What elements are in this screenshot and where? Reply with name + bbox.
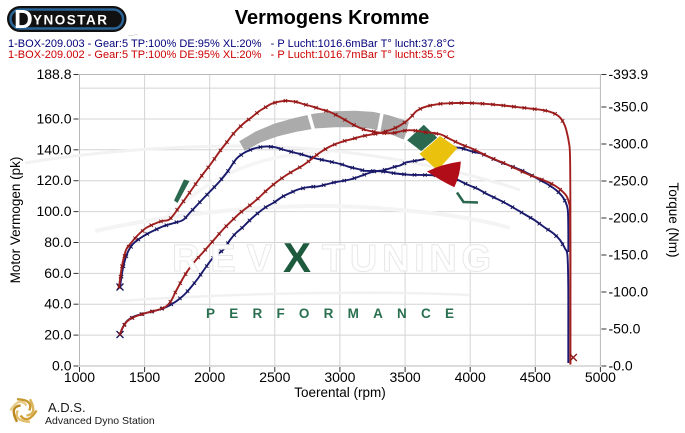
svg-text:0.0: 0.0 <box>52 358 72 374</box>
svg-text:100.0: 100.0 <box>36 203 71 219</box>
svg-text:120.0: 120.0 <box>36 172 71 188</box>
svg-text:2500: 2500 <box>259 369 290 385</box>
svg-text:Torque (Nm): Torque (Nm) <box>666 182 681 257</box>
svg-text:60.0: 60.0 <box>44 265 71 281</box>
svg-text:2000: 2000 <box>194 369 225 385</box>
svg-text:-50.0: -50.0 <box>609 321 641 337</box>
svg-text:4500: 4500 <box>520 369 551 385</box>
svg-text:REV: REV <box>172 238 273 280</box>
svg-text:20.0: 20.0 <box>44 327 71 343</box>
svg-text:1000: 1000 <box>64 369 95 385</box>
svg-text:-150.0: -150.0 <box>609 247 649 263</box>
svg-text:188.8: 188.8 <box>36 66 71 82</box>
svg-text:40.0: 40.0 <box>44 296 71 312</box>
svg-text:Toerental (rpm): Toerental (rpm) <box>294 385 386 400</box>
svg-text:-300.0: -300.0 <box>609 136 649 152</box>
svg-text:140.0: 140.0 <box>36 141 71 157</box>
svg-text:3500: 3500 <box>390 369 421 385</box>
svg-text:-200.0: -200.0 <box>609 210 649 226</box>
svg-text:Motor Vermogen (pk): Motor Vermogen (pk) <box>8 157 23 284</box>
svg-text:A.D.S.: A.D.S. <box>48 400 86 415</box>
svg-text:D: D <box>14 4 33 34</box>
svg-text:…··: …·· <box>128 32 138 38</box>
svg-text:1-BOX-209.003 - Gear:5 TP:100%: 1-BOX-209.003 - Gear:5 TP:100% DE:95% XL… <box>8 38 455 50</box>
svg-text:X: X <box>283 234 311 281</box>
svg-text:1-BOX-209.002 - Gear:5 TP:100%: 1-BOX-209.002 - Gear:5 TP:100% DE:95% XL… <box>8 49 455 61</box>
svg-text:4000: 4000 <box>455 369 486 385</box>
svg-text:80.0: 80.0 <box>44 234 71 250</box>
svg-text:Vermogens Kromme: Vermogens Kromme <box>235 7 430 29</box>
svg-text:-350.0: -350.0 <box>609 99 649 115</box>
svg-text:-393.9: -393.9 <box>609 66 649 82</box>
svg-text:-100.0: -100.0 <box>609 284 649 300</box>
svg-text:TUNING: TUNING <box>322 238 491 280</box>
svg-text:-0.0: -0.0 <box>609 358 633 374</box>
svg-text:160.0: 160.0 <box>36 111 71 127</box>
svg-text:YNOSTAR: YNOSTAR <box>33 13 109 28</box>
svg-text:3000: 3000 <box>324 369 355 385</box>
svg-text:Advanced Dyno Station: Advanced Dyno Station <box>45 415 155 427</box>
svg-text:1500: 1500 <box>129 369 160 385</box>
svg-text:-250.0: -250.0 <box>609 173 649 189</box>
svg-text:5000: 5000 <box>585 369 616 385</box>
